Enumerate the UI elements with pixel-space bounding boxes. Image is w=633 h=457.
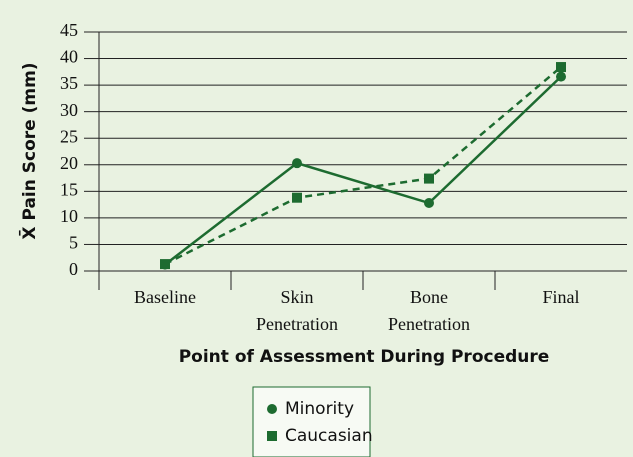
y-tick-label: 40 xyxy=(60,47,78,67)
x-tick-label: Baseline xyxy=(134,287,196,307)
point xyxy=(292,192,302,203)
y-tick-label: 0 xyxy=(69,259,78,279)
legend-box xyxy=(252,386,371,457)
y-tick-label: 25 xyxy=(60,126,78,146)
x-tick-label: Skin Penetration xyxy=(256,287,338,334)
legend-label: Caucasian xyxy=(285,426,373,446)
y-tick-label: 20 xyxy=(60,153,78,173)
y-tick-label: 30 xyxy=(60,100,78,120)
y-tick-label: 5 xyxy=(69,233,78,253)
point xyxy=(424,198,434,209)
y-tick-label: 35 xyxy=(60,73,78,93)
x-axis-title: Point of Assessment During Procedure xyxy=(179,347,550,367)
x-tick-label: Final xyxy=(542,287,579,307)
point xyxy=(160,259,170,270)
line xyxy=(164,66,562,266)
y-axis-title: X̄ Pain Score (mm) xyxy=(18,62,40,239)
point xyxy=(556,62,566,73)
point xyxy=(267,431,277,441)
y-tick-label: 45 xyxy=(60,20,78,40)
point xyxy=(267,404,277,414)
point xyxy=(556,71,566,82)
y-tick-label: 10 xyxy=(60,206,78,226)
x-tick-label: Bone Penetration xyxy=(388,287,470,334)
line xyxy=(164,75,562,266)
point xyxy=(424,173,434,184)
legend-label: Minority xyxy=(285,399,354,419)
point xyxy=(292,158,302,169)
y-tick-label: 15 xyxy=(60,179,78,199)
